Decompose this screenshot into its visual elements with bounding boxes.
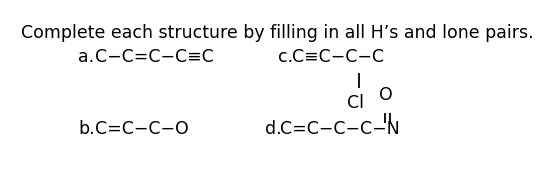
Text: a.: a. bbox=[78, 48, 94, 66]
Text: C≡C−C−C: C≡C−C−C bbox=[293, 48, 384, 66]
Text: C=C−C−C−N: C=C−C−C−N bbox=[280, 120, 399, 138]
Text: C−C=C−C≡C: C−C=C−C≡C bbox=[95, 48, 214, 66]
Text: c.: c. bbox=[278, 48, 293, 66]
Text: O: O bbox=[379, 86, 392, 104]
Text: C=C−C−O: C=C−C−O bbox=[95, 120, 189, 138]
Text: Cl: Cl bbox=[347, 94, 364, 112]
Text: Complete each structure by filling in all H’s and lone pairs.: Complete each structure by filling in al… bbox=[22, 24, 534, 42]
Text: b.: b. bbox=[78, 120, 95, 138]
Text: d.: d. bbox=[265, 120, 282, 138]
